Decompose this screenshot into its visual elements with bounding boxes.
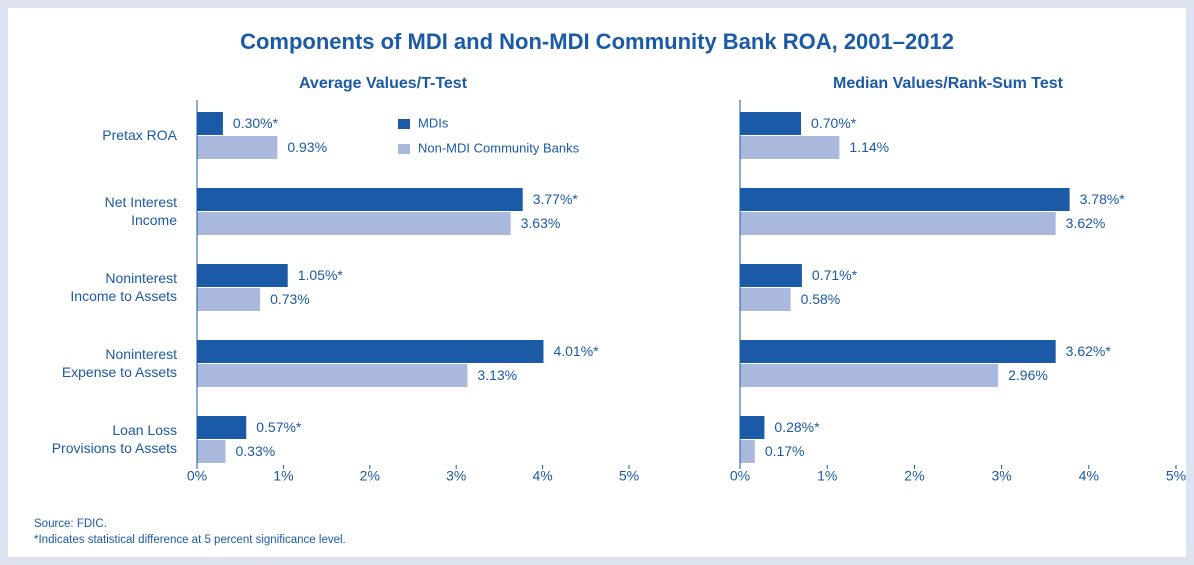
bar — [197, 136, 278, 159]
bar — [740, 188, 1070, 211]
bar — [197, 364, 468, 387]
bar — [740, 112, 802, 135]
x-tick-label: 5% — [1166, 468, 1186, 484]
data-label: 0.57%* — [256, 419, 302, 435]
x-tick-label: 1% — [273, 468, 293, 484]
data-label: 2.96% — [1008, 367, 1048, 383]
chart-title: Components of MDI and Non-MDI Community … — [240, 29, 954, 54]
legend-swatch — [398, 119, 410, 129]
bar — [197, 188, 523, 211]
data-label: 3.78%* — [1080, 191, 1126, 207]
data-label: 0.17% — [765, 443, 805, 459]
bar — [197, 340, 544, 363]
bar — [740, 288, 791, 311]
footnote: *Indicates statistical difference at 5 p… — [34, 534, 346, 546]
x-tick-label: 3% — [991, 468, 1011, 484]
data-label: 0.70%* — [811, 115, 857, 131]
panel-subtitle: Median Values/Rank-Sum Test — [833, 75, 1064, 92]
legend-swatch — [398, 144, 410, 154]
legend-label: Non-MDI Community Banks — [418, 140, 580, 155]
x-tick-label: 0% — [187, 468, 207, 484]
bar — [197, 112, 223, 135]
x-tick-label: 3% — [446, 468, 466, 484]
x-tick-label: 5% — [619, 468, 639, 484]
data-label: 3.62% — [1066, 215, 1106, 231]
x-tick-label: 0% — [730, 468, 750, 484]
x-tick-label: 1% — [817, 468, 837, 484]
category-label: Loan Loss Provisions to Assets — [51, 422, 177, 456]
x-tick-label: 2% — [904, 468, 924, 484]
bar — [740, 264, 802, 287]
data-label: 0.28%* — [774, 419, 820, 435]
legend-label: MDIs — [418, 115, 449, 130]
bar — [740, 440, 755, 463]
bar — [740, 416, 765, 439]
data-label: 3.13% — [477, 367, 517, 383]
category-label: Noninterest Expense to Assets — [61, 346, 177, 380]
data-label: 0.93% — [287, 139, 327, 155]
data-label: 0.73% — [270, 291, 310, 307]
source-note: Source: FDIC. — [34, 518, 107, 530]
x-tick-label: 4% — [1079, 468, 1099, 484]
bar — [740, 136, 840, 159]
bar — [197, 440, 226, 463]
data-label: 0.30%* — [233, 115, 279, 131]
bar — [197, 212, 511, 235]
data-label: 0.58% — [801, 291, 841, 307]
category-label: Noninterest Income to Assets — [70, 270, 177, 304]
bar — [197, 416, 247, 439]
x-tick-label: 4% — [532, 468, 552, 484]
bar — [197, 288, 261, 311]
bar — [740, 340, 1056, 363]
panel-subtitle: Average Values/T-Test — [299, 75, 468, 92]
data-label: 0.71%* — [812, 267, 858, 283]
bar — [740, 212, 1056, 235]
data-label: 0.33% — [236, 443, 276, 459]
data-label: 1.05%* — [298, 267, 344, 283]
data-label: 4.01%* — [553, 343, 599, 359]
data-label: 3.62%* — [1066, 343, 1112, 359]
bar — [740, 364, 999, 387]
bar — [197, 264, 288, 287]
category-label: Pretax ROA — [102, 127, 177, 143]
data-label: 1.14% — [849, 139, 889, 155]
data-label: 3.63% — [521, 215, 561, 231]
data-label: 3.77%* — [533, 191, 579, 207]
category-label: Net Interest Income — [104, 194, 177, 228]
x-tick-label: 2% — [360, 468, 380, 484]
